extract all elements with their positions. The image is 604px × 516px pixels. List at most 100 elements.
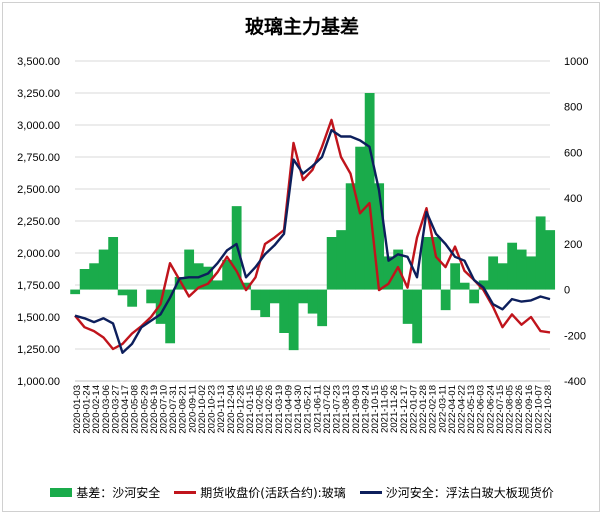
basis-bar bbox=[326, 237, 337, 290]
x-tick-label: 2020-03-27 bbox=[110, 385, 121, 434]
basis-bar bbox=[155, 289, 166, 324]
x-tick-label: 2021-01-15 bbox=[245, 385, 256, 434]
x-tick-label: 2021-10-15 bbox=[370, 385, 381, 434]
legend-item-spot: 沙河安全：浮法白玻大板现货价 bbox=[359, 484, 554, 501]
basis-bar bbox=[545, 230, 556, 290]
x-tick-label: 2021-02-26 bbox=[264, 385, 275, 434]
left-tick-label: 1,500.00 bbox=[17, 312, 60, 324]
basis-bar bbox=[469, 289, 480, 304]
x-tick-label: 2021-04-09 bbox=[283, 385, 294, 434]
x-tick-label: 2022-09-16 bbox=[524, 385, 535, 434]
right-tick-label: -400 bbox=[564, 376, 586, 388]
left-tick-label: 3,250.00 bbox=[17, 88, 60, 100]
x-tick-label: 2020-10-02 bbox=[197, 385, 208, 434]
x-tick-label: 2022-03-11 bbox=[437, 385, 448, 433]
basis-bar bbox=[146, 289, 157, 304]
futures-price-line bbox=[74, 118, 551, 351]
legend-label-spot: 沙河安全：浮法白玻大板现货价 bbox=[385, 486, 554, 500]
basis-bar bbox=[98, 249, 109, 290]
x-tick-label: 2021-09-24 bbox=[360, 385, 371, 434]
spot-price-line bbox=[74, 128, 551, 354]
x-tick-label: 2020-01-24 bbox=[82, 385, 93, 434]
legend-swatch-basis bbox=[50, 488, 73, 497]
x-tick-label: 2021-03-19 bbox=[274, 385, 285, 434]
x-tick-label: 2021-07-23 bbox=[332, 385, 343, 434]
basis-bar bbox=[402, 289, 413, 324]
left-tick-label: 2,000.00 bbox=[17, 248, 60, 260]
left-tick-label: 1,750.00 bbox=[17, 280, 60, 292]
x-tick-label: 2020-11-13 bbox=[216, 385, 227, 433]
basis-bar bbox=[364, 93, 375, 290]
basis-bar bbox=[269, 289, 280, 304]
legend-swatch-futures bbox=[174, 491, 197, 494]
legend-swatch-spot bbox=[359, 491, 382, 494]
left-tick-label: 3,500.00 bbox=[17, 56, 60, 68]
x-tick-label: 2022-06-03 bbox=[476, 385, 487, 434]
basis-bar bbox=[374, 183, 385, 290]
right-tick-label: 1000 bbox=[564, 56, 588, 68]
x-tick-label: 2020-10-23 bbox=[207, 385, 218, 434]
x-tick-label: 2020-01-03 bbox=[72, 385, 83, 434]
x-tick-label: 2020-02-14 bbox=[91, 385, 102, 434]
basis-bar bbox=[383, 256, 394, 290]
basis-bar bbox=[440, 289, 451, 311]
x-tick-label: 2022-04-22 bbox=[456, 385, 467, 434]
basis-bar bbox=[184, 249, 195, 290]
basis-bar bbox=[212, 280, 223, 290]
basis-bar bbox=[317, 289, 328, 327]
x-tick-label: 2022-08-05 bbox=[505, 385, 516, 434]
basis-bar bbox=[70, 289, 81, 295]
basis-bar bbox=[260, 289, 271, 317]
left-tick-label: 2,250.00 bbox=[17, 216, 60, 228]
x-tick-label: 2021-06-11 bbox=[312, 385, 323, 433]
basis-bar bbox=[117, 289, 128, 296]
basis-bar bbox=[222, 259, 233, 290]
x-tick-label: 2020-07-31 bbox=[168, 385, 179, 434]
x-tick-label: 2020-03-06 bbox=[101, 385, 112, 434]
right-tick-label: 0 bbox=[564, 285, 570, 297]
basis-bar bbox=[108, 237, 119, 290]
left-tick-label: 3,000.00 bbox=[17, 120, 60, 132]
legend: 基差：沙河安全 期货收盘价(活跃合约):玻璃 沙河安全：浮法白玻大板现货价 bbox=[0, 484, 604, 501]
x-tick-label: 2020-05-29 bbox=[139, 385, 150, 434]
x-tick-label: 2021-11-26 bbox=[389, 385, 400, 433]
basis-bar bbox=[535, 216, 546, 290]
x-tick-label: 2020-12-04 bbox=[226, 385, 237, 434]
right-tick-label: 200 bbox=[564, 239, 582, 251]
basis-bar bbox=[345, 183, 356, 290]
x-tick-label: 2022-01-07 bbox=[408, 385, 419, 434]
basis-bar bbox=[79, 269, 90, 290]
left-tick-label: 1,250.00 bbox=[17, 344, 60, 356]
basis-bar bbox=[203, 266, 214, 290]
right-tick-label: 600 bbox=[564, 147, 582, 159]
left-tick-label: 2,500.00 bbox=[17, 184, 60, 196]
legend-label-basis: 基差：沙河安全 bbox=[76, 486, 161, 500]
x-tick-label: 2022-10-07 bbox=[533, 385, 544, 434]
legend-item-futures: 期货收盘价(活跃合约):玻璃 bbox=[174, 484, 346, 501]
left-tick-label: 2,750.00 bbox=[17, 152, 60, 164]
x-tick-label: 2021-04-30 bbox=[293, 385, 304, 434]
x-tick-label: 2022-08-26 bbox=[514, 385, 525, 434]
basis-bar bbox=[497, 263, 508, 290]
basis-bar bbox=[507, 242, 518, 290]
x-tick-label: 2020-06-19 bbox=[149, 385, 160, 434]
x-tick-label: 2021-11-05 bbox=[380, 385, 391, 433]
basis-bar bbox=[288, 289, 299, 351]
x-tick-label: 2021-05-21 bbox=[303, 385, 314, 434]
basis-bar bbox=[298, 289, 309, 304]
basis-bar bbox=[307, 289, 318, 314]
x-tick-label: 2021-02-05 bbox=[255, 385, 266, 434]
x-tick-label: 2022-01-28 bbox=[418, 385, 429, 434]
x-tick-label: 2022-04-01 bbox=[447, 385, 458, 434]
right-tick-label: 800 bbox=[564, 102, 582, 114]
basis-bar bbox=[431, 237, 442, 290]
x-tick-label: 2021-12-17 bbox=[399, 385, 410, 434]
basis-bar bbox=[421, 237, 432, 290]
basis-bar bbox=[412, 289, 423, 344]
basis-bar bbox=[279, 289, 290, 333]
basis-bar bbox=[526, 256, 537, 290]
x-tick-label: 2020-07-10 bbox=[159, 385, 170, 434]
basis-bar bbox=[127, 289, 138, 307]
x-tick-label: 2022-06-24 bbox=[485, 385, 496, 434]
